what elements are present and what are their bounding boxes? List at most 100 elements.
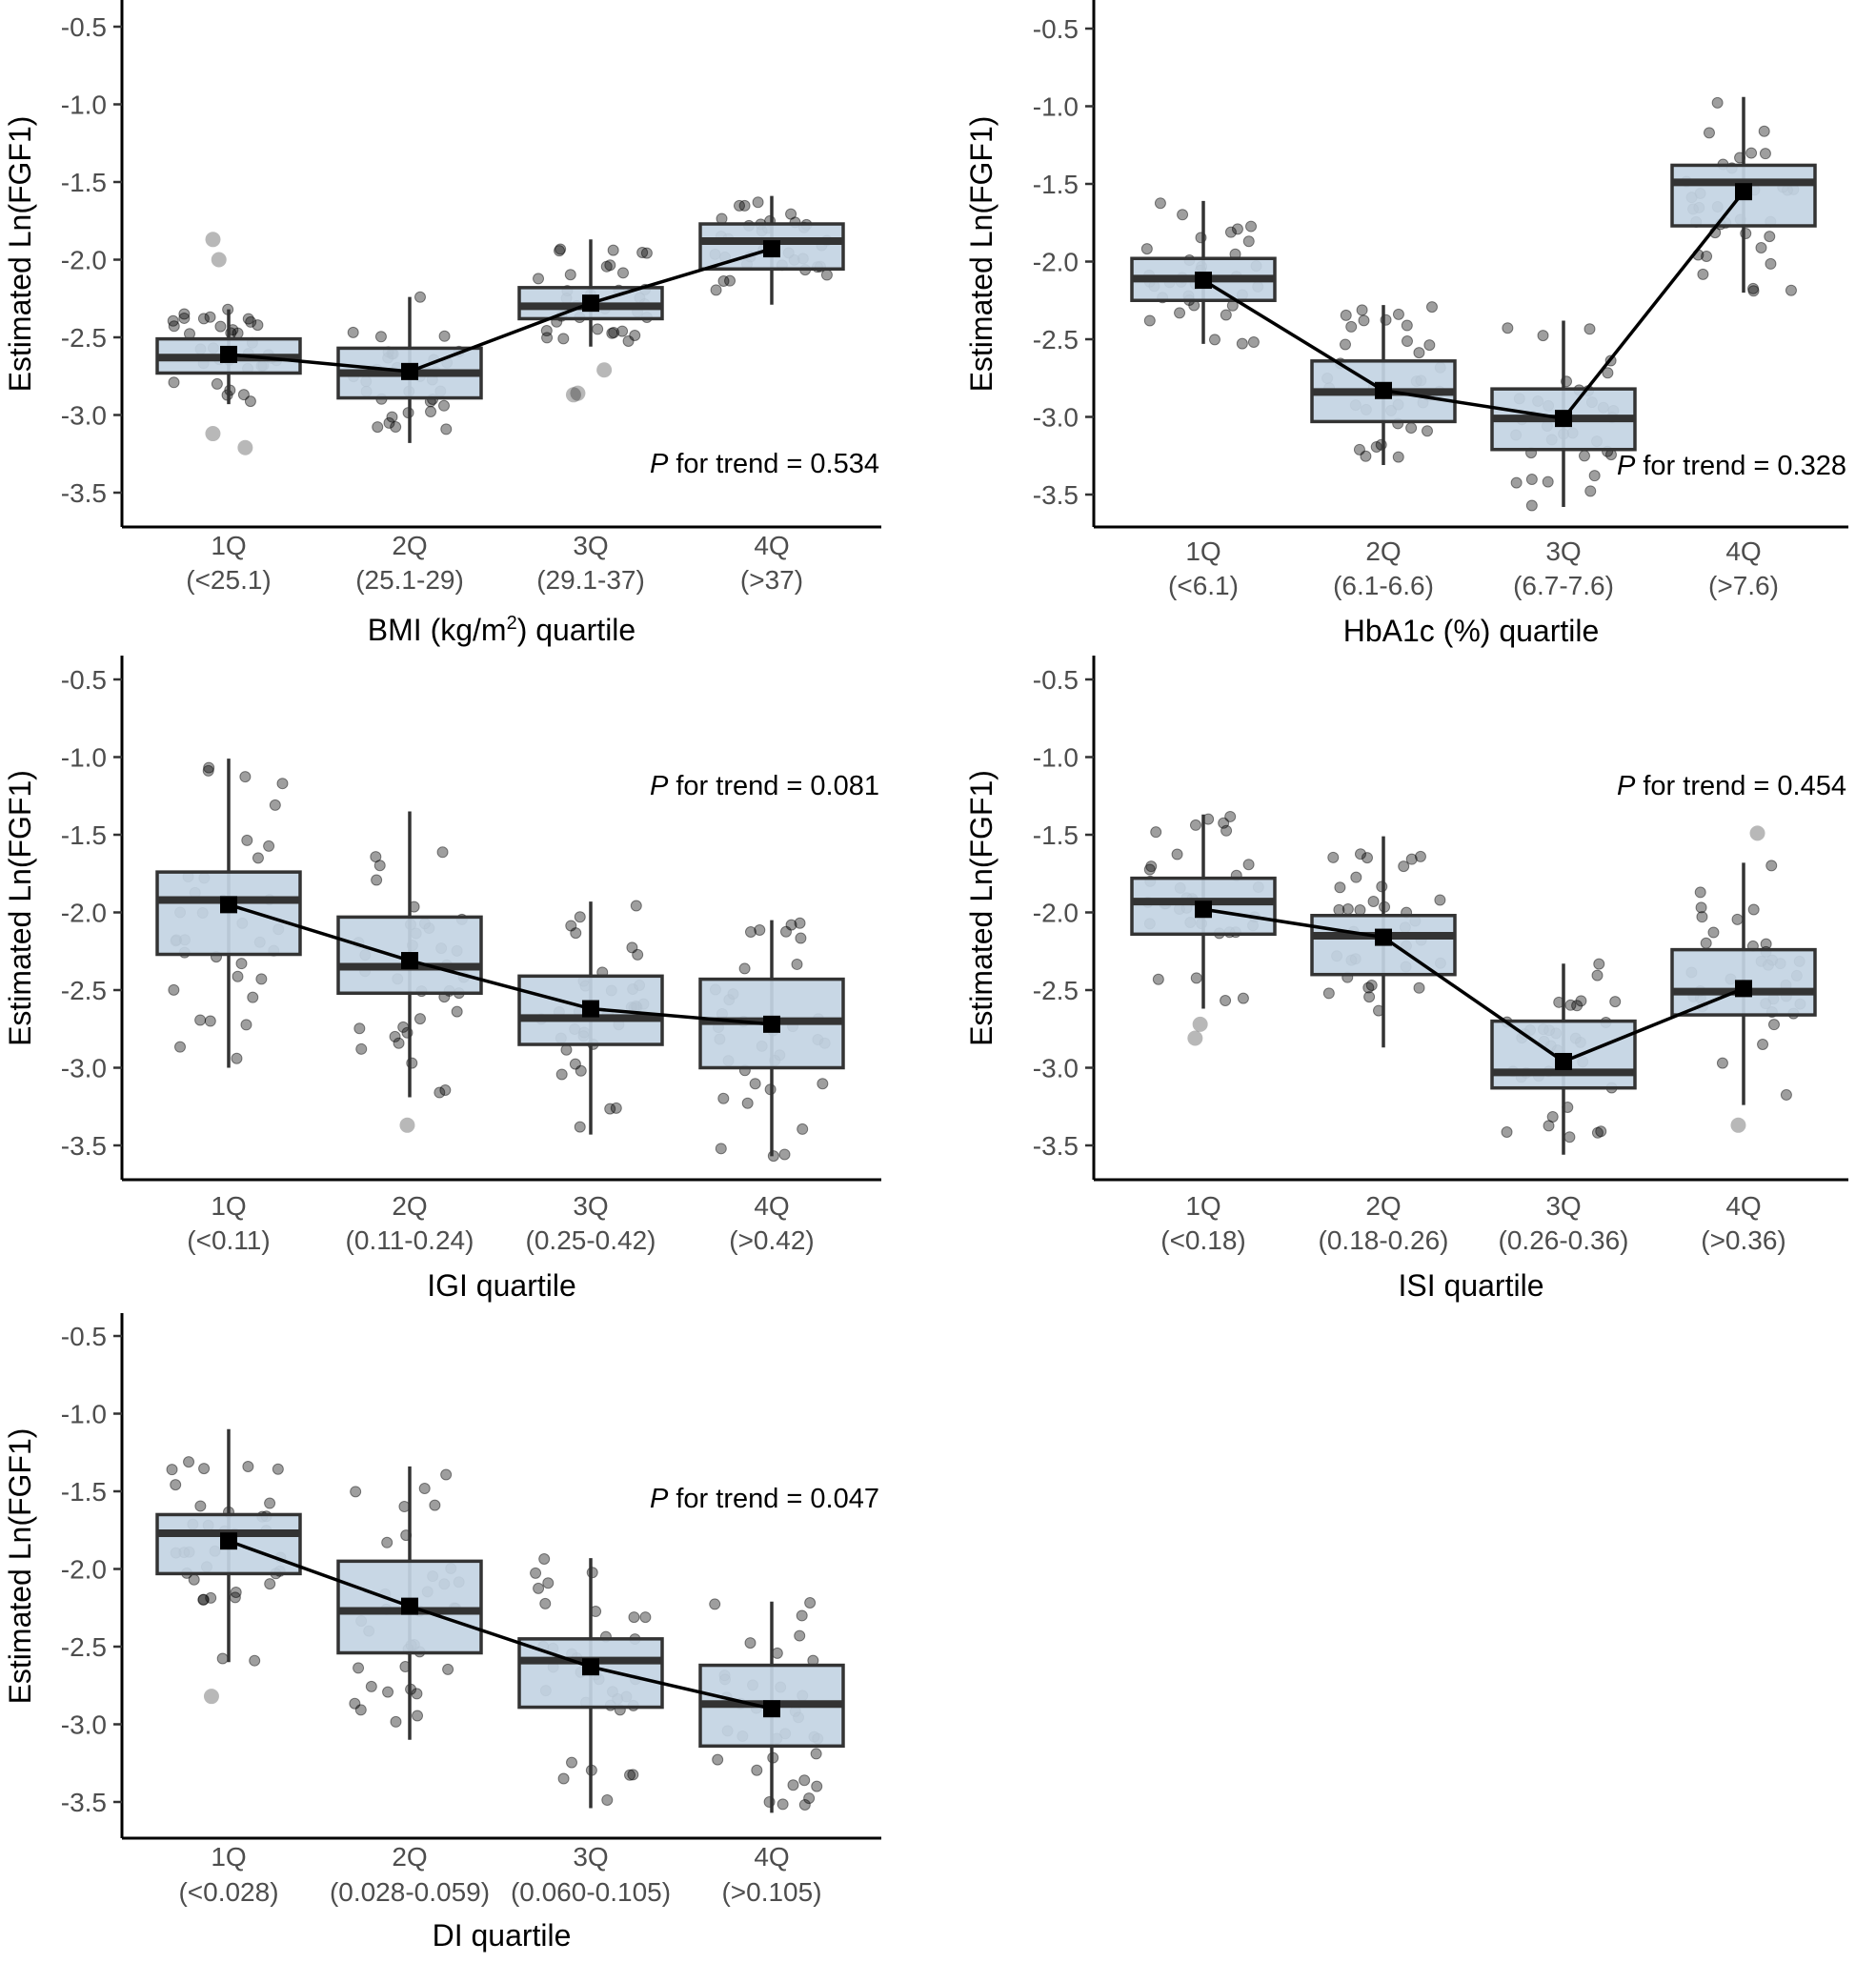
jitter-point	[1695, 901, 1707, 914]
jitter-point	[276, 778, 289, 790]
outlier-point	[596, 362, 613, 378]
jitter-point	[1322, 987, 1335, 1000]
jitter-point	[440, 423, 453, 435]
jitter-point	[434, 1086, 446, 1099]
jitter-point	[1588, 470, 1601, 482]
jitter-point	[1363, 991, 1376, 1003]
p-trend-label: P for trend = 0.081	[650, 771, 879, 801]
outlier-point	[1187, 1030, 1203, 1046]
jitter-point	[355, 1042, 368, 1055]
p-trend-label: P for trend = 0.534	[650, 449, 879, 479]
jitter-point	[235, 958, 248, 970]
y-axis-title: Estimated Ln(FGF1)	[3, 770, 37, 1046]
jitter-point	[1247, 336, 1260, 349]
jitter-point	[269, 799, 281, 811]
y-tick-label: -1.5	[61, 168, 107, 197]
category-label: 2Q	[392, 1842, 427, 1872]
jitter-point	[780, 925, 793, 938]
jitter-point	[1757, 1039, 1769, 1051]
outlier-point	[399, 1117, 415, 1133]
box-2Q	[336, 811, 483, 1133]
jitter-point	[188, 1573, 200, 1586]
jitter-point	[167, 314, 179, 327]
jitter-point	[817, 1078, 829, 1090]
jitter-point	[1140, 243, 1153, 255]
jitter-point	[794, 1629, 806, 1642]
jitter-point	[1189, 819, 1201, 831]
jitter-point	[1525, 499, 1538, 512]
jitter-point	[197, 1593, 210, 1606]
y-tick-label: -2.5	[61, 323, 107, 353]
jitter-point	[1434, 894, 1446, 906]
jitter-point	[389, 1030, 401, 1042]
x-axis-title-main: DI quartile	[433, 1918, 572, 1953]
jitter-point	[1413, 982, 1425, 994]
y-tick-label: -3.0	[1033, 403, 1079, 433]
outlier-point	[205, 232, 221, 248]
y-tick-label: -1.0	[1033, 743, 1079, 773]
jitter-point	[795, 932, 807, 944]
jitter-point	[1758, 125, 1770, 137]
jitter-point	[803, 1792, 816, 1805]
p-trend-text: for trend = 0.328	[1635, 451, 1846, 481]
p-trend-label: P for trend = 0.454	[1617, 771, 1846, 801]
mean-marker	[1735, 980, 1752, 998]
jitter-point	[231, 1052, 243, 1064]
p-trend-italic: P	[650, 449, 669, 479]
jitter-point	[418, 1483, 431, 1495]
jitter-point	[365, 1680, 377, 1692]
mean-marker	[401, 952, 418, 970]
x-axis-title-main: ISI quartile	[1399, 1268, 1544, 1303]
category-label: 3Q	[573, 1191, 608, 1221]
category-label: 3Q	[1545, 536, 1581, 566]
mean-marker	[763, 240, 780, 258]
jitter-point	[738, 199, 751, 212]
jitter-point	[715, 1143, 727, 1155]
jitter-point	[1242, 235, 1255, 248]
jitter-point	[628, 1611, 640, 1624]
mean-trend-line	[1202, 191, 1745, 421]
y-tick-label: -0.5	[61, 1322, 107, 1351]
jitter-point	[785, 208, 797, 220]
jitter-point	[247, 991, 259, 1003]
jitter-point	[574, 911, 586, 923]
jitter-point	[1405, 422, 1418, 435]
jitter-point	[255, 973, 268, 985]
box-1Q	[1130, 810, 1277, 1046]
outlier-point	[211, 252, 227, 268]
jitter-point	[632, 948, 644, 961]
y-tick-label: -1.5	[1033, 820, 1079, 850]
y-tick-label: -0.5	[1033, 14, 1079, 44]
p-trend-italic: P	[1617, 451, 1636, 481]
jitter-point	[1584, 323, 1596, 335]
jitter-point	[1218, 817, 1230, 829]
jitter-point	[639, 1611, 652, 1624]
jitter-point	[1414, 850, 1426, 862]
jitter-point	[1563, 1131, 1576, 1143]
jitter-point	[168, 376, 180, 389]
jitter-point	[264, 1578, 276, 1590]
jitter-point	[1245, 220, 1258, 233]
jitter-point	[791, 958, 803, 970]
jitter-point	[425, 405, 437, 417]
jitter-point	[197, 313, 210, 325]
jitter-point	[796, 1609, 808, 1622]
jitter-point	[1501, 1126, 1513, 1139]
jitter-point	[564, 269, 576, 281]
jitter-point	[1696, 911, 1708, 923]
x-axis-title: HbA1c (%) quartile	[1343, 614, 1600, 648]
y-axis-title: Estimated Ln(FGF1)	[964, 116, 999, 393]
jitter-point	[610, 1102, 622, 1114]
jitter-point	[168, 320, 180, 333]
y-tick-label: -1.5	[61, 820, 107, 850]
p-trend-italic: P	[1617, 771, 1636, 801]
jitter-point	[560, 1043, 573, 1056]
jitter-point	[230, 1586, 242, 1598]
y-tick-label: -3.5	[61, 1131, 107, 1161]
jitter-point	[1367, 896, 1380, 908]
jitter-point	[575, 1064, 587, 1077]
category-label: 1Q	[1185, 1191, 1220, 1221]
mean-trend-line	[228, 247, 773, 374]
jitter-point	[771, 1647, 783, 1659]
jitter-point	[1760, 938, 1772, 950]
